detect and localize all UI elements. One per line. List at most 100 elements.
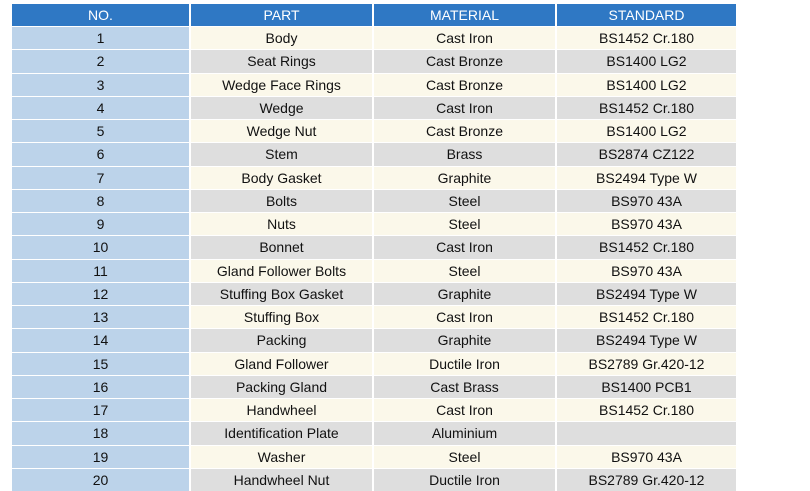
- cell-no: 9: [12, 213, 190, 236]
- cell-standard: BS2494 Type W: [556, 282, 736, 305]
- cell-standard: [556, 422, 736, 445]
- cell-part: Wedge Face Rings: [190, 73, 373, 96]
- cell-standard: BS2874 CZ122: [556, 143, 736, 166]
- cell-standard: BS970 43A: [556, 259, 736, 282]
- cell-part: Stuffing Box Gasket: [190, 282, 373, 305]
- cell-part: Body: [190, 27, 373, 50]
- cell-material: Graphite: [373, 329, 556, 352]
- cell-material: Cast Iron: [373, 306, 556, 329]
- cell-no: 5: [12, 120, 190, 143]
- cell-part: Identification Plate: [190, 422, 373, 445]
- cell-part: Handwheel Nut: [190, 468, 373, 491]
- cell-no: 14: [12, 329, 190, 352]
- cell-material: Cast Iron: [373, 27, 556, 50]
- cell-part: Stem: [190, 143, 373, 166]
- cell-no: 4: [12, 96, 190, 119]
- cell-standard: BS2789 Gr.420-12: [556, 468, 736, 491]
- cell-part: Packing: [190, 329, 373, 352]
- cell-material: Cast Iron: [373, 236, 556, 259]
- cell-standard: BS970 43A: [556, 189, 736, 212]
- header-standard: STANDARD: [556, 4, 736, 27]
- cell-part: Handwheel: [190, 399, 373, 422]
- cell-part: Nuts: [190, 213, 373, 236]
- cell-standard: BS1452 Cr.180: [556, 27, 736, 50]
- cell-no: 17: [12, 399, 190, 422]
- cell-part: Seat Rings: [190, 50, 373, 73]
- cell-no: 2: [12, 50, 190, 73]
- table-header-row: NO. PART MATERIAL STANDARD: [12, 4, 736, 27]
- cell-material: Steel: [373, 189, 556, 212]
- cell-no: 15: [12, 352, 190, 375]
- cell-material: Ductile Iron: [373, 468, 556, 491]
- cell-no: 19: [12, 445, 190, 468]
- cell-part: Wedge Nut: [190, 120, 373, 143]
- cell-part: Washer: [190, 445, 373, 468]
- cell-material: Cast Iron: [373, 399, 556, 422]
- cell-no: 1: [12, 27, 190, 50]
- cell-standard: BS1452 Cr.180: [556, 306, 736, 329]
- cell-standard: BS1400 LG2: [556, 120, 736, 143]
- cell-material: Cast Bronze: [373, 120, 556, 143]
- cell-no: 8: [12, 189, 190, 212]
- cell-part: Bonnet: [190, 236, 373, 259]
- cell-material: Steel: [373, 213, 556, 236]
- cell-standard: BS2789 Gr.420-12: [556, 352, 736, 375]
- cell-no: 18: [12, 422, 190, 445]
- cell-no: 20: [12, 468, 190, 491]
- cell-part: Gland Follower: [190, 352, 373, 375]
- cell-material: Ductile Iron: [373, 352, 556, 375]
- cell-no: 16: [12, 375, 190, 398]
- cell-material: Cast Bronze: [373, 50, 556, 73]
- cell-standard: BS970 43A: [556, 445, 736, 468]
- cell-standard: BS1452 Cr.180: [556, 96, 736, 119]
- cell-standard: BS1400 LG2: [556, 73, 736, 96]
- cell-standard: BS1452 Cr.180: [556, 399, 736, 422]
- header-no: NO.: [12, 4, 190, 27]
- cell-part: Wedge: [190, 96, 373, 119]
- cell-material: Cast Brass: [373, 375, 556, 398]
- cell-no: 11: [12, 259, 190, 282]
- cell-no: 3: [12, 73, 190, 96]
- cell-standard: BS970 43A: [556, 213, 736, 236]
- cell-standard: BS1400 LG2: [556, 50, 736, 73]
- header-material: MATERIAL: [373, 4, 556, 27]
- cell-standard: BS1400 PCB1: [556, 375, 736, 398]
- cell-no: 12: [12, 282, 190, 305]
- cell-standard: BS2494 Type W: [556, 166, 736, 189]
- cell-part: Bolts: [190, 189, 373, 212]
- cell-material: Steel: [373, 259, 556, 282]
- cell-material: Graphite: [373, 166, 556, 189]
- cell-material: Brass: [373, 143, 556, 166]
- cell-standard: BS2494 Type W: [556, 329, 736, 352]
- cell-part: Packing Gland: [190, 375, 373, 398]
- header-part: PART: [190, 4, 373, 27]
- cell-part: Stuffing Box: [190, 306, 373, 329]
- cell-no: 10: [12, 236, 190, 259]
- cell-material: Graphite: [373, 282, 556, 305]
- cell-part: Body Gasket: [190, 166, 373, 189]
- cell-standard: BS1452 Cr.180: [556, 236, 736, 259]
- cell-material: Steel: [373, 445, 556, 468]
- cell-material: Cast Bronze: [373, 73, 556, 96]
